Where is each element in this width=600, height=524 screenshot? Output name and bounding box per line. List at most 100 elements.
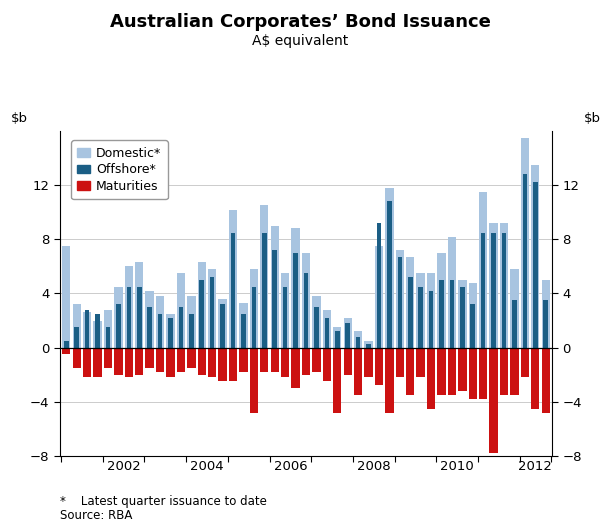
Legend: Domestic*, Offshore*, Maturities: Domestic*, Offshore*, Maturities <box>71 140 167 200</box>
Text: *    Latest quarter issuance to date: * Latest quarter issuance to date <box>60 495 267 508</box>
Bar <box>271 347 279 372</box>
Bar <box>125 347 133 377</box>
Bar <box>272 250 277 347</box>
Bar <box>208 347 217 377</box>
Bar <box>166 347 175 377</box>
Bar <box>500 223 508 347</box>
Bar <box>344 318 352 347</box>
Bar <box>377 223 381 347</box>
Bar <box>199 280 204 347</box>
Bar <box>260 205 268 347</box>
Bar <box>490 223 498 347</box>
Bar <box>375 347 383 386</box>
Bar <box>427 347 435 409</box>
Bar <box>220 304 225 347</box>
Bar <box>439 280 444 347</box>
Bar <box>197 347 206 375</box>
Bar <box>125 266 133 347</box>
Bar <box>241 314 246 347</box>
Bar <box>458 347 467 391</box>
Bar <box>135 347 143 375</box>
Bar <box>94 321 101 347</box>
Text: $b: $b <box>11 112 28 125</box>
Bar <box>292 347 300 388</box>
Bar <box>208 269 217 347</box>
Bar <box>114 347 122 375</box>
Bar <box>106 328 110 347</box>
Bar <box>251 287 256 347</box>
Bar <box>281 347 289 377</box>
Bar <box>491 233 496 347</box>
Text: Source: RBA: Source: RBA <box>60 509 133 522</box>
Bar <box>312 296 320 347</box>
Bar <box>73 347 81 368</box>
Bar <box>156 296 164 347</box>
Bar <box>271 226 279 347</box>
Bar <box>460 287 464 347</box>
Bar <box>312 347 320 372</box>
Bar <box>229 210 237 347</box>
Bar <box>354 347 362 395</box>
Bar <box>416 347 425 377</box>
Bar <box>542 280 550 347</box>
Bar <box>448 237 456 347</box>
Bar <box>104 310 112 347</box>
Bar <box>395 347 404 377</box>
Text: Australian Corporates’ Bond Issuance: Australian Corporates’ Bond Issuance <box>110 13 490 31</box>
Bar <box>481 233 485 347</box>
Bar <box>323 310 331 347</box>
Bar <box>531 347 539 409</box>
Bar <box>479 192 487 347</box>
Bar <box>385 347 394 412</box>
Bar <box>364 341 373 347</box>
Bar <box>333 328 341 347</box>
Bar <box>375 246 383 347</box>
Bar <box>406 257 415 347</box>
Bar <box>137 287 142 347</box>
Bar <box>479 347 487 399</box>
Bar <box>262 233 266 347</box>
Bar <box>189 314 194 347</box>
Bar <box>523 174 527 347</box>
Bar <box>293 253 298 347</box>
Bar <box>437 253 446 347</box>
Bar <box>104 347 112 368</box>
Bar <box>158 314 163 347</box>
Bar <box>335 331 340 347</box>
Bar <box>197 263 206 347</box>
Bar <box>168 318 173 347</box>
Text: A$ equivalent: A$ equivalent <box>252 34 348 48</box>
Bar <box>114 287 122 347</box>
Bar <box>283 287 287 347</box>
Bar <box>406 347 415 395</box>
Bar <box>94 347 101 377</box>
Bar <box>62 246 70 347</box>
Bar <box>437 347 446 395</box>
Bar <box>314 307 319 347</box>
Bar <box>512 300 517 347</box>
Bar <box>364 347 373 377</box>
Bar <box>83 347 91 377</box>
Bar <box>408 277 413 347</box>
Bar <box>179 307 183 347</box>
Bar <box>500 347 508 395</box>
Bar <box>95 314 100 347</box>
Bar <box>187 296 196 347</box>
Bar <box>302 253 310 347</box>
Bar <box>304 273 308 347</box>
Bar <box>356 337 361 347</box>
Bar <box>366 344 371 347</box>
Bar <box>346 323 350 347</box>
Bar <box>458 280 467 347</box>
Bar <box>218 347 227 381</box>
Bar <box>231 233 235 347</box>
Bar <box>385 188 394 347</box>
Bar <box>250 269 258 347</box>
Bar <box>387 201 392 347</box>
Bar <box>398 257 402 347</box>
Bar <box>218 299 227 347</box>
Bar <box>177 273 185 347</box>
Bar <box>156 347 164 372</box>
Bar <box>127 287 131 347</box>
Bar <box>62 347 70 354</box>
